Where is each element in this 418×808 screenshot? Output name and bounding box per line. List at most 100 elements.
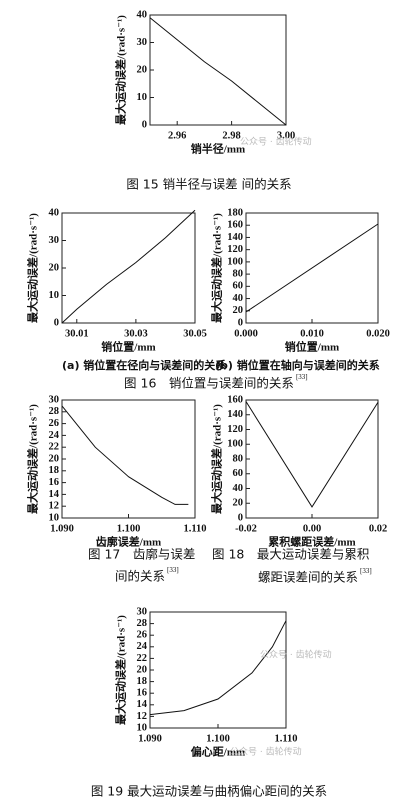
data-line (149, 620, 287, 716)
caption-reference: [33] (360, 567, 372, 575)
figure-caption: 图 17 齿廓与误差 (88, 547, 195, 562)
y-tick-label: 22 (137, 653, 148, 664)
y-tick-label: 20 (233, 305, 244, 316)
x-tick-label: 3.00 (277, 130, 295, 141)
x-tick-label: 2.98 (222, 130, 240, 141)
x-tick-label: 1.110 (183, 523, 206, 534)
data-line (149, 17, 287, 126)
x-tick-label: 0.000 (234, 328, 258, 339)
x-axis-label: 齿廓误差/mm (96, 535, 161, 549)
y-tick-label: 20 (233, 498, 244, 509)
y-tick-label: 28 (49, 406, 60, 417)
x-tick-label: -0.02 (235, 523, 257, 534)
y-tick-label: 16 (137, 688, 148, 699)
y-tick-label: 30 (49, 235, 60, 246)
y-tick-label: 20 (137, 64, 148, 75)
y-tick-label: 10 (137, 92, 148, 103)
y-axis-label: 最大运动误差/(rad·s⁻¹) (210, 213, 224, 323)
x-axis-label: 销位置/mm (101, 340, 155, 354)
figure-caption: 图 18 最大运动误差与累积 (212, 547, 369, 562)
x-tick-label: 0.010 (300, 328, 324, 339)
y-tick-label: 30 (137, 606, 148, 617)
x-tick-label: 1.100 (117, 523, 141, 534)
y-tick-label: 40 (233, 483, 244, 494)
y-tick-label: 16 (49, 477, 60, 488)
x-tick-label: 30.05 (183, 328, 207, 339)
y-tick-label: 140 (227, 232, 243, 243)
data-line (61, 209, 196, 324)
y-tick-label: 28 (137, 618, 148, 629)
watermark: 公众号 · 齿轮传动 (230, 746, 302, 758)
y-tick-label: 0 (54, 317, 59, 328)
x-tick-label: 0.00 (303, 523, 321, 534)
y-tick-label: 40 (233, 293, 244, 304)
y-tick-label: 0 (238, 317, 243, 328)
x-axis-label: 销位置/mm (285, 340, 339, 354)
y-tick-label: 10 (49, 512, 60, 523)
x-tick-label: 1.100 (206, 733, 230, 744)
x-axis-label: 偏心距/mm (191, 745, 245, 759)
watermark: 公众号 · 齿轮传动 (240, 136, 312, 148)
y-tick-label: 100 (227, 256, 243, 267)
y-tick-label: 22 (49, 442, 60, 453)
subcaption: (b) 销位置在轴向与误差间的关系 (215, 358, 380, 372)
y-tick-label: 18 (137, 676, 148, 687)
y-tick-label: 120 (227, 244, 243, 255)
plot-frame (245, 399, 379, 519)
y-tick-label: 40 (137, 9, 148, 20)
y-tick-label: 20 (137, 664, 148, 675)
x-tick-label: 1.090 (50, 523, 74, 534)
y-tick-label: 24 (137, 641, 148, 652)
y-tick-label: 180 (227, 207, 243, 218)
x-tick-label: 1.110 (274, 733, 297, 744)
figure-caption: 图 19 最大运动误差与曲柄偏心距间的关系 (91, 784, 327, 799)
data-line (245, 401, 379, 508)
figure-caption: 图 15 销半径与误差 间的关系 (126, 177, 291, 192)
y-tick-label: 26 (49, 418, 60, 429)
y-tick-label: 20 (49, 453, 60, 464)
y-axis-label: 最大运动误差/(rad·s⁻¹) (114, 615, 128, 725)
y-axis-label: 最大运动误差/(rad·s⁻¹) (26, 213, 40, 323)
y-tick-label: 0 (142, 119, 147, 130)
caption-reference: [33] (296, 373, 308, 381)
y-tick-label: 30 (137, 37, 148, 48)
y-tick-label: 10 (49, 290, 60, 301)
figure-caption: 螺距误差间的关系 (258, 570, 358, 585)
y-tick-label: 18 (49, 465, 60, 476)
y-tick-label: 40 (49, 207, 60, 218)
x-tick-label: 2.96 (168, 130, 186, 141)
y-tick-label: 60 (233, 468, 244, 479)
caption-reference: [33] (167, 566, 179, 574)
data-line (61, 405, 189, 505)
y-tick-label: 14 (49, 489, 60, 500)
x-axis-label: 销半径/mm (191, 142, 245, 156)
y-tick-label: 10 (137, 722, 148, 733)
y-tick-label: 160 (227, 220, 243, 231)
figure-caption: 间的关系 (115, 569, 165, 584)
y-tick-label: 100 (227, 439, 243, 450)
y-axis-label: 最大运动误差/(rad·s⁻¹) (210, 404, 224, 514)
plot-frame (61, 399, 196, 519)
x-tick-label: 0.020 (366, 328, 390, 339)
x-axis-label: 累积螺距误差/mm (268, 535, 355, 549)
y-tick-label: 20 (49, 262, 60, 273)
y-tick-label: 80 (233, 269, 244, 280)
y-axis-label: 最大运动误差/(rad·s⁻¹) (114, 15, 128, 125)
y-tick-label: 26 (137, 630, 148, 641)
y-tick-label: 12 (137, 711, 148, 722)
y-tick-label: 12 (49, 501, 60, 512)
y-tick-label: 140 (227, 409, 243, 420)
figure-caption: 图 16 销位置与误差间的关系 (124, 376, 294, 391)
x-tick-label: 30.01 (65, 328, 89, 339)
y-tick-label: 80 (233, 453, 244, 464)
y-tick-label: 30 (49, 394, 60, 405)
plot-frame (149, 611, 287, 729)
y-tick-label: 120 (227, 424, 243, 435)
x-tick-label: 1.090 (138, 733, 162, 744)
y-tick-label: 160 (227, 394, 243, 405)
data-line (245, 223, 379, 313)
x-tick-label: 0.02 (369, 523, 387, 534)
watermark: 公众号 · 齿轮传动 (260, 649, 332, 661)
y-tick-label: 0 (238, 512, 243, 523)
